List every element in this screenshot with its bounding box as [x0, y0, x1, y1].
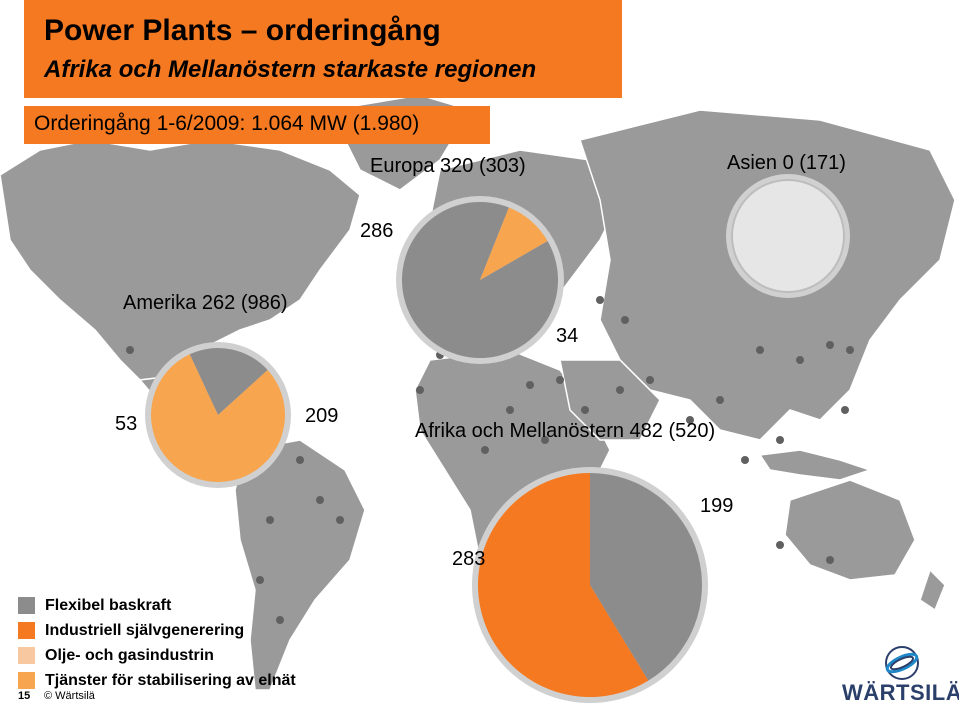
islands-shape: [758, 449, 873, 481]
pie-slice: [189, 348, 268, 415]
page-title: Power Plants – orderingång: [44, 14, 441, 47]
pie-slice: [150, 354, 285, 482]
new-zealand-shape: [919, 568, 946, 612]
north-america-shape: [0, 139, 361, 381]
copyright: © Wärtsilä: [44, 690, 95, 702]
page-number: 15: [18, 690, 31, 702]
pie-slice: [478, 473, 649, 697]
pie-slice: [480, 207, 548, 280]
order-intake-background: [24, 106, 490, 144]
pie-empty: [731, 179, 845, 293]
legend-swatch: [18, 672, 35, 689]
pie-slice: [590, 473, 702, 681]
wartsila-logo-icon: [885, 646, 919, 680]
pie-slice: [402, 202, 558, 359]
legend-label: Tjänster för stabilisering av elnät: [45, 671, 296, 689]
installation-dots: [126, 296, 854, 624]
pie-title-afrika: Afrika och Mellanöstern 482 (520): [415, 420, 716, 442]
legend-swatch: [18, 622, 35, 639]
data-label-amerika-flexibel: 53: [115, 413, 138, 435]
australia-shape: [784, 479, 916, 581]
pie-title-amerika: Amerika 262 (986): [123, 292, 288, 314]
legend-swatch: [18, 647, 35, 664]
legend-label: Flexibel baskraft: [45, 596, 172, 614]
logo-wordmark: WÄRTSILÄ: [842, 680, 959, 705]
data-label-europa-flexibel: 286: [360, 220, 394, 242]
legend-item: Tjänster för stabilisering av elnät: [18, 668, 296, 693]
south-america-shape: [234, 439, 366, 691]
legend: Flexibel baskraft Industriell självgener…: [18, 593, 296, 693]
pie-title-asien: Asien 0 (171): [727, 152, 846, 174]
legend-label: Olje- och gasindustrin: [45, 646, 214, 664]
legend-item: Olje- och gasindustrin: [18, 643, 296, 668]
title-background: [24, 0, 622, 98]
legend-swatch: [18, 597, 35, 614]
page-subtitle: Afrika och Mellanöstern starkaste region…: [44, 56, 537, 83]
pie-title-europa: Europa 320 (303): [370, 155, 526, 177]
legend-label: Industriell självgenerering: [45, 621, 245, 639]
legend-item: Industriell självgenerering: [18, 618, 296, 643]
legend-item: Flexibel baskraft: [18, 593, 296, 618]
order-intake-text: Orderingång 1-6/2009: 1.064 MW (1.980): [34, 112, 420, 135]
data-label-amerika-tjanster: 209: [305, 405, 339, 427]
data-label-afrika-flexibel: 199: [700, 495, 734, 517]
middle-east-shape: [559, 359, 661, 441]
data-label-afrika-industriell: 283: [452, 548, 486, 570]
data-label-europa-tjanster: 34: [556, 325, 579, 347]
